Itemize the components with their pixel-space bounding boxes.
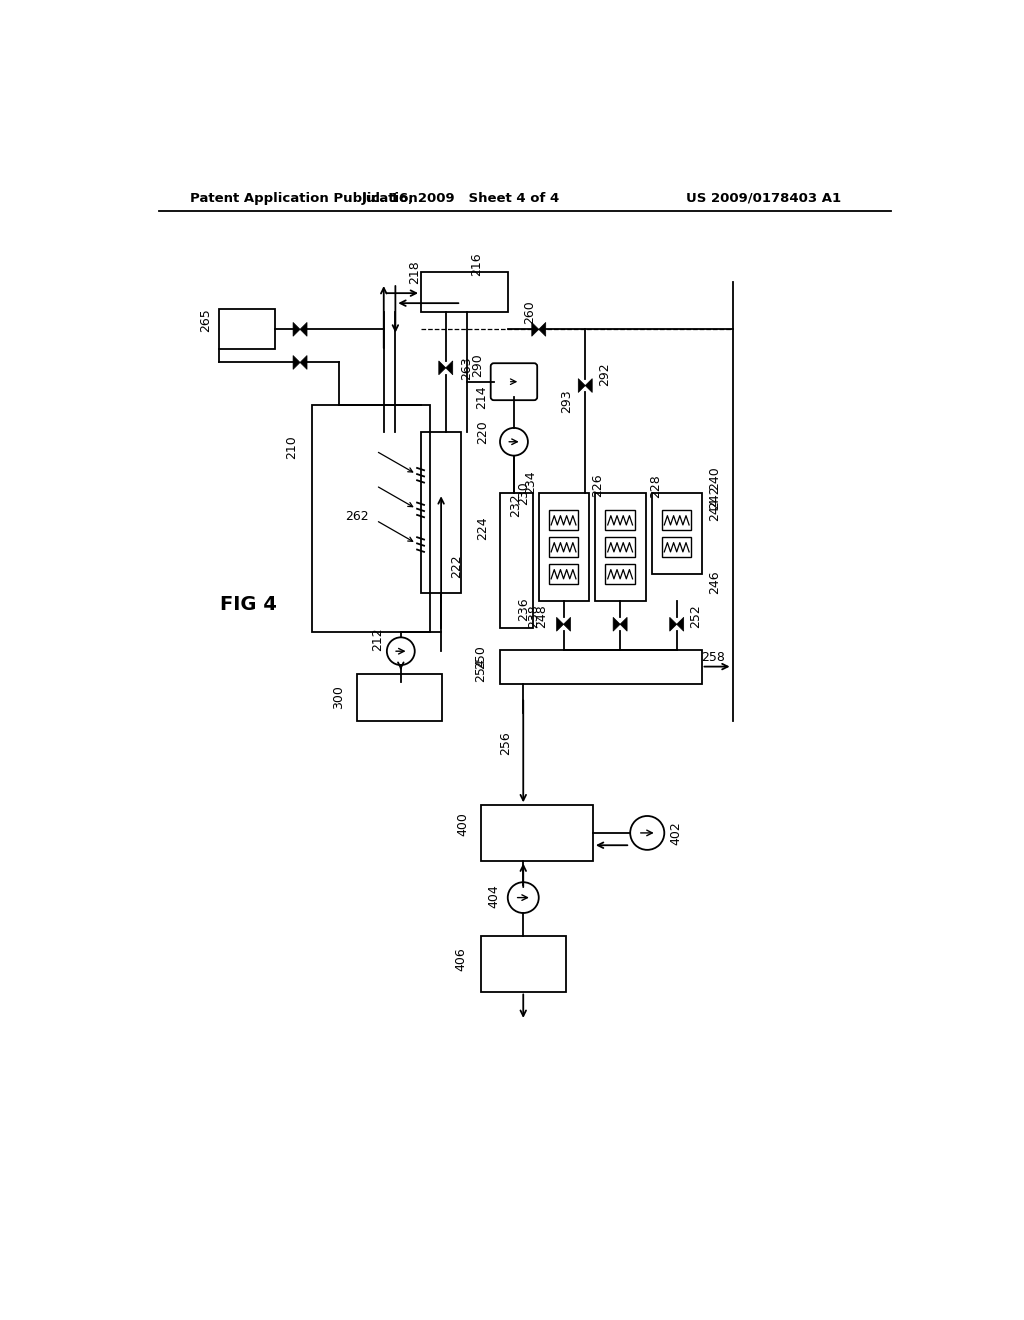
Text: 292: 292: [598, 362, 611, 385]
Text: 265: 265: [199, 309, 212, 331]
Bar: [480, 936, 566, 991]
Bar: [421, 272, 508, 313]
Text: 262: 262: [345, 510, 369, 523]
Text: 216: 216: [470, 253, 483, 276]
Text: 212: 212: [371, 628, 384, 652]
Bar: [549, 511, 579, 531]
Text: 214: 214: [475, 385, 488, 409]
Polygon shape: [445, 360, 453, 375]
Polygon shape: [557, 618, 563, 631]
Text: 404: 404: [487, 884, 500, 908]
Text: 260: 260: [523, 301, 536, 325]
Text: 244: 244: [708, 496, 721, 520]
Text: 254: 254: [474, 659, 487, 682]
Polygon shape: [293, 322, 300, 337]
Text: 256: 256: [500, 731, 512, 755]
Text: 224: 224: [476, 516, 489, 540]
Text: Patent Application Publication: Patent Application Publication: [190, 191, 418, 205]
Polygon shape: [670, 618, 677, 631]
Bar: [595, 494, 646, 601]
Text: 248: 248: [536, 605, 548, 628]
Bar: [605, 511, 635, 531]
Bar: [605, 564, 635, 585]
Text: 300: 300: [332, 685, 345, 709]
Text: 218: 218: [409, 260, 422, 284]
Bar: [539, 494, 589, 601]
Text: 258: 258: [701, 651, 725, 664]
Polygon shape: [300, 322, 307, 337]
Polygon shape: [563, 618, 570, 631]
Bar: [662, 537, 691, 557]
Text: 252: 252: [689, 605, 702, 628]
Text: 402: 402: [669, 821, 682, 845]
Bar: [500, 494, 532, 628]
Polygon shape: [579, 379, 586, 392]
Polygon shape: [300, 355, 307, 370]
Text: 238: 238: [527, 605, 541, 628]
Polygon shape: [539, 322, 546, 337]
Bar: [652, 494, 702, 574]
Text: 210: 210: [286, 436, 299, 459]
Text: 246: 246: [708, 570, 721, 594]
Text: 236: 236: [517, 597, 529, 620]
Polygon shape: [621, 618, 627, 631]
Text: Jul. 16, 2009   Sheet 4 of 4: Jul. 16, 2009 Sheet 4 of 4: [362, 191, 560, 205]
Polygon shape: [613, 618, 621, 631]
Polygon shape: [293, 355, 300, 370]
Text: 220: 220: [476, 420, 489, 444]
Text: FIG 4: FIG 4: [220, 595, 276, 615]
Polygon shape: [677, 618, 684, 631]
Bar: [421, 432, 461, 594]
Text: 242: 242: [708, 486, 721, 510]
Text: 290: 290: [471, 352, 484, 376]
Bar: [549, 564, 579, 585]
Polygon shape: [586, 379, 592, 392]
Text: 406: 406: [455, 948, 467, 972]
Polygon shape: [438, 360, 445, 375]
Text: 400: 400: [456, 813, 469, 837]
Bar: [219, 309, 275, 350]
Text: 263: 263: [460, 356, 473, 380]
Bar: [500, 649, 701, 684]
Text: 250: 250: [474, 645, 487, 669]
Text: US 2009/0178403 A1: US 2009/0178403 A1: [686, 191, 841, 205]
Bar: [356, 675, 442, 721]
Text: 228: 228: [649, 474, 662, 498]
Text: 226: 226: [592, 474, 604, 498]
Bar: [605, 537, 635, 557]
Text: 232: 232: [509, 494, 522, 516]
Text: 240: 240: [708, 466, 721, 490]
Text: 293: 293: [560, 389, 572, 413]
Text: 230: 230: [517, 482, 529, 506]
Bar: [549, 537, 579, 557]
Text: 234: 234: [524, 470, 538, 494]
Bar: [480, 805, 593, 861]
Polygon shape: [531, 322, 539, 337]
Text: 222: 222: [451, 554, 464, 578]
Bar: [312, 405, 430, 632]
Bar: [662, 511, 691, 531]
